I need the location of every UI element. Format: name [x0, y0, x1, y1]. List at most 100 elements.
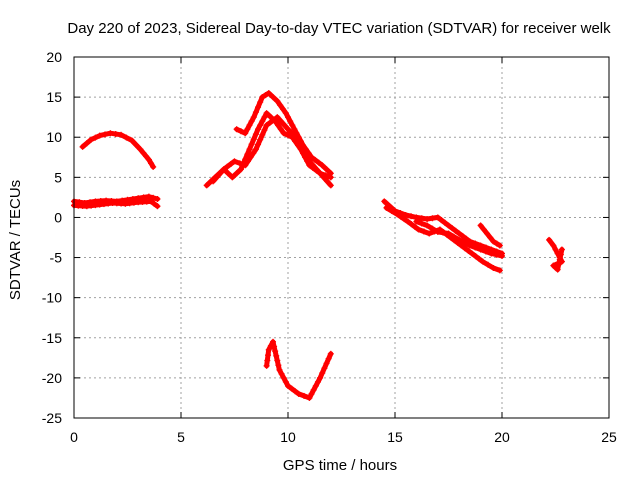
data-point	[299, 146, 306, 153]
data-point	[314, 378, 321, 385]
data-point	[558, 246, 565, 253]
data-point	[112, 131, 119, 138]
data-point	[555, 261, 562, 268]
data-point	[434, 228, 441, 235]
data-point	[418, 215, 425, 222]
data-point	[242, 162, 249, 169]
x-tick-label: 15	[387, 429, 403, 445]
series-arc-12	[546, 236, 565, 273]
data-point	[250, 114, 257, 121]
data-point	[274, 357, 281, 364]
data-point	[288, 130, 295, 137]
y-tick-label: 0	[54, 209, 62, 225]
y-tick-label: 20	[46, 49, 62, 65]
data-point	[459, 233, 466, 240]
y-axis-label: SDTVAR / TECUs	[7, 180, 24, 300]
data-point	[289, 122, 296, 129]
data-point	[327, 182, 334, 189]
series-trace	[234, 90, 334, 176]
data-point	[270, 338, 277, 345]
data-point	[319, 370, 326, 377]
data-point	[229, 174, 236, 181]
data-point	[327, 170, 334, 177]
data-point	[445, 230, 452, 237]
data-point	[287, 118, 294, 125]
data-point	[148, 198, 155, 205]
data-point	[255, 104, 262, 111]
data-point	[434, 214, 441, 221]
data-point	[220, 166, 227, 173]
data-point	[151, 200, 158, 207]
series-arc-3	[79, 130, 157, 170]
data-point	[274, 98, 281, 105]
data-point	[320, 174, 327, 181]
data-point	[415, 226, 422, 233]
data-point	[261, 114, 268, 121]
data-point	[440, 229, 447, 236]
data-point	[107, 130, 114, 137]
data-point	[477, 246, 484, 253]
data-point	[408, 213, 415, 220]
data-point	[315, 159, 322, 166]
data-point	[313, 166, 320, 173]
data-point	[465, 247, 472, 254]
data-point	[302, 150, 309, 157]
data-point	[472, 253, 479, 260]
data-point	[257, 122, 264, 129]
data-point	[264, 357, 271, 364]
data-point	[493, 251, 500, 258]
data-point	[217, 170, 224, 177]
data-point	[242, 130, 249, 137]
series-arc-2	[71, 198, 161, 210]
data-point	[466, 242, 473, 249]
data-point	[280, 374, 287, 381]
data-point	[479, 258, 486, 265]
data-point	[295, 390, 302, 397]
data-point	[123, 134, 130, 141]
data-point	[224, 163, 231, 170]
data-point	[477, 222, 484, 229]
data-point	[259, 94, 266, 101]
data-point	[267, 119, 274, 126]
data-point	[554, 260, 561, 267]
data-point	[310, 386, 317, 393]
data-point	[323, 166, 330, 173]
data-point	[282, 110, 289, 117]
data-point	[496, 267, 503, 274]
data-point	[140, 149, 147, 156]
data-point	[490, 238, 497, 245]
x-tick-label: 20	[494, 429, 510, 445]
data-point	[273, 352, 280, 359]
x-axis-label: GPS time / hours	[283, 457, 397, 474]
series-arc-10	[413, 218, 505, 259]
data-point	[270, 94, 277, 101]
data-point	[278, 370, 285, 377]
y-tick-label: -25	[42, 410, 62, 426]
data-point	[252, 109, 259, 116]
data-point	[282, 378, 289, 385]
data-layer	[71, 90, 565, 401]
x-tick-label: 5	[177, 429, 185, 445]
data-point	[265, 352, 272, 359]
data-point	[148, 160, 155, 167]
data-point	[472, 244, 479, 251]
data-point	[383, 204, 390, 211]
data-point	[438, 217, 445, 224]
data-point	[394, 211, 401, 218]
data-point	[271, 343, 278, 350]
data-point	[441, 219, 448, 226]
data-point	[102, 131, 109, 138]
data-point	[128, 137, 135, 144]
data-point	[210, 178, 217, 185]
data-point	[267, 342, 274, 349]
data-point	[285, 132, 291, 139]
y-tick-label: -20	[42, 370, 62, 386]
data-point	[552, 246, 559, 253]
data-point	[309, 162, 316, 169]
data-point	[270, 116, 277, 123]
data-point	[404, 218, 411, 225]
data-point	[381, 198, 388, 205]
data-point	[265, 346, 272, 353]
data-point	[277, 102, 284, 109]
